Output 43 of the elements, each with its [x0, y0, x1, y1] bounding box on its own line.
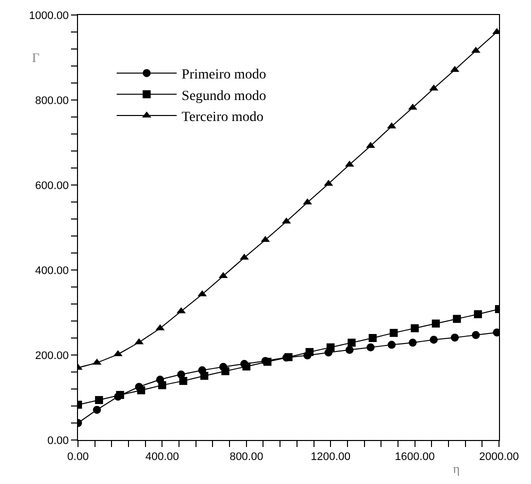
x-tick-label: 1200.00: [310, 451, 350, 464]
point: [137, 386, 146, 394]
y-axis-title: Γ: [32, 50, 40, 65]
point: [410, 324, 419, 332]
point: [472, 331, 480, 340]
point: [450, 334, 459, 342]
x-tick-label: 2000.00: [479, 451, 519, 464]
point: [242, 362, 250, 370]
x-tick-label: 400.00: [145, 451, 180, 464]
point: [346, 346, 354, 354]
point: [284, 353, 292, 362]
point: [366, 343, 375, 352]
y-tick-label: 800.00: [35, 94, 69, 107]
y-tick-label: 600.00: [35, 180, 69, 192]
point: [221, 367, 230, 376]
point: [388, 340, 396, 349]
x-tick-label: 800.00: [230, 451, 264, 464]
point: [368, 334, 377, 342]
y-tick-label: 400.00: [35, 264, 69, 277]
point: [474, 310, 482, 318]
point: [179, 376, 188, 385]
point: [452, 314, 461, 323]
point: [116, 390, 124, 399]
point: [390, 328, 398, 337]
point: [95, 396, 104, 404]
point: [158, 381, 166, 390]
point: [306, 348, 314, 356]
y-tick-label: 200.00: [35, 350, 69, 362]
legend-label: Primeiro modo: [182, 68, 266, 83]
point: [432, 320, 440, 328]
y-tick-label: 0.00: [47, 434, 69, 447]
point: [92, 406, 101, 414]
point: [326, 343, 335, 352]
point: [348, 338, 356, 347]
y-tick-label: 1000.00: [29, 10, 69, 22]
point: [408, 338, 417, 347]
x-tick-label: 0.00: [67, 451, 89, 464]
legend-label: Segundo modo: [182, 88, 266, 104]
legend-label: Terceiro modo: [182, 110, 264, 125]
x-axis-title: η: [453, 461, 460, 476]
x-tick-label: 1600.00: [394, 451, 435, 464]
point: [430, 336, 438, 344]
point: [200, 372, 208, 380]
